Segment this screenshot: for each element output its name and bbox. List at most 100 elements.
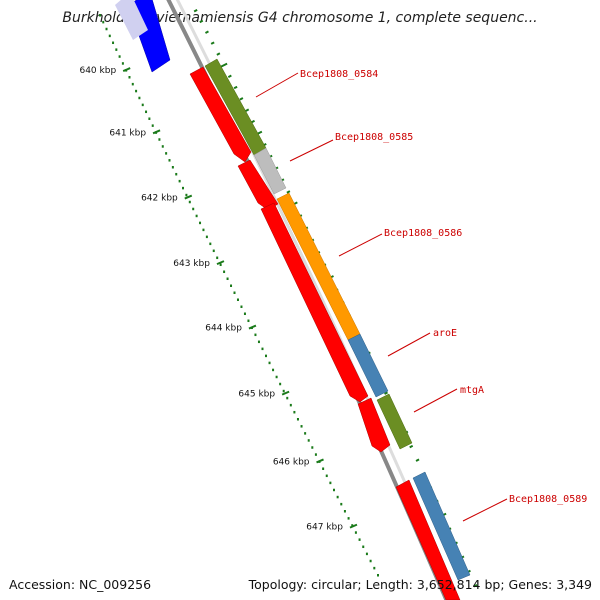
gene-label-mtga[interactable]: mtgA	[460, 385, 484, 396]
gene-label-bcep1808-0589[interactable]: Bcep1808_0589	[509, 494, 587, 505]
ruler-label: 644 kbp	[205, 324, 242, 334]
ruler-minor-tick	[347, 517, 350, 520]
outer-ruler-tick	[473, 583, 478, 588]
label-leader	[289, 139, 334, 162]
ruler-minor-tick	[351, 524, 354, 527]
ruler-minor-tick	[272, 368, 275, 372]
cds-track-inner	[189, 66, 461, 600]
ruler-minor-tick	[343, 510, 346, 513]
cds-arrow[interactable]	[260, 202, 369, 403]
gene-label-bcep1808-0586[interactable]: Bcep1808_0586	[384, 228, 462, 239]
cds-arrow[interactable]	[357, 397, 391, 453]
ruler-minor-tick	[358, 538, 361, 541]
ruler-minor-tick	[185, 193, 188, 197]
outer-ruler-tick	[199, 19, 204, 24]
ruler-minor-tick	[257, 340, 260, 344]
ruler-minor-tick	[158, 138, 161, 141]
ruler-label: 640 kbp	[79, 66, 116, 76]
gene-previous[interactable]	[115, 0, 171, 73]
ruler-major-tick	[184, 194, 193, 200]
gene-bar-mtga[interactable]	[376, 393, 413, 450]
gene-bar-aroe[interactable]	[347, 333, 389, 398]
ruler-minor-tick	[195, 214, 198, 218]
ruler-minor-tick	[148, 117, 151, 120]
ruler-minor-tick	[304, 432, 307, 435]
gene-track-outer	[204, 58, 471, 581]
gene-bar-bcep1808-0589[interactable]	[412, 471, 471, 581]
ruler-minor-tick	[223, 270, 226, 274]
ruler-minor-tick	[230, 284, 233, 288]
ruler-major-tick	[248, 324, 257, 330]
ruler-major-tick	[316, 458, 324, 464]
ruler-minor-tick	[165, 152, 168, 155]
outer-ruler-tick	[233, 85, 238, 90]
ruler-major-tick	[152, 129, 161, 135]
ruler-minor-tick	[254, 333, 257, 337]
gene-labels: Bcep1808_0584 Bcep1808_0585 Bcep1808_058…	[255, 69, 587, 522]
ruler-minor-tick	[188, 200, 191, 204]
gene-bar-bcep1808-0585[interactable]	[253, 147, 287, 195]
ruler-minor-tick	[354, 531, 357, 534]
ruler-minor-tick	[151, 124, 154, 127]
label-leader	[413, 388, 458, 413]
ruler-minor-tick	[168, 159, 171, 162]
outer-ruler-tick	[210, 41, 215, 45]
ruler-minor-tick	[145, 110, 148, 114]
accession-text: Accession: NC_009256	[9, 577, 152, 592]
ruler-minor-tick	[212, 249, 215, 253]
ruler-minor-tick	[377, 574, 379, 577]
ruler-minor-tick	[296, 418, 299, 421]
ruler-minor-tick	[105, 27, 108, 31]
ruler-minor-tick	[131, 82, 134, 86]
ruler-minor-tick	[112, 41, 115, 45]
outer-ruler-tick	[216, 52, 221, 56]
ruler-minor-tick	[182, 186, 185, 190]
cds-arrow[interactable]	[395, 479, 461, 600]
ruler-minor-tick	[205, 235, 208, 239]
ruler-minor-tick	[216, 256, 219, 260]
ruler-minor-tick	[161, 145, 164, 148]
outer-ruler-tick	[409, 444, 414, 449]
ruler-major-tick	[349, 523, 358, 529]
ruler-minor-tick	[115, 48, 118, 51]
gene-label-bcep1808-0585[interactable]: Bcep1808_0585	[335, 132, 413, 143]
ruler-minor-tick	[322, 467, 325, 470]
outer-ruler-tick	[245, 108, 250, 112]
ruler-minor-tick	[300, 425, 303, 428]
ruler-minor-tick	[175, 172, 178, 176]
ruler-label: 645 kbp	[238, 390, 275, 400]
ruler-minor-tick	[209, 242, 212, 246]
ruler-label: 646 kbp	[273, 457, 310, 467]
gene-label-bcep1808-0584[interactable]: Bcep1808_0584	[300, 69, 378, 80]
ruler-minor-tick	[118, 55, 121, 58]
ruler-minor-tick	[362, 545, 365, 549]
ruler-minor-tick	[192, 207, 195, 211]
outer-ruler-tick	[384, 391, 388, 395]
ruler-minor-tick	[226, 277, 229, 281]
ruler-minor-tick	[369, 559, 372, 563]
ruler-minor-ticks	[99, 14, 379, 577]
cds-arrow[interactable]	[189, 66, 252, 163]
outer-ruler-tick	[239, 97, 244, 101]
ruler-minor-tick	[171, 166, 174, 169]
ruler-label: 642 kbp	[141, 194, 178, 204]
ruler-minor-tick	[268, 361, 271, 365]
ruler-minor-tick	[102, 20, 105, 24]
ruler-label: 647 kbp	[306, 523, 343, 533]
ruler-minor-tick	[336, 495, 339, 499]
ruler-minor-tick	[286, 396, 289, 400]
ruler-minor-tick	[178, 179, 181, 183]
ruler-minor-tick	[333, 488, 336, 492]
ruler-minor-tick	[199, 221, 202, 225]
ruler-minor-tick	[243, 312, 246, 316]
ruler-minor-tick	[325, 474, 328, 478]
outer-ruler-tick	[415, 458, 420, 462]
label-leader	[255, 72, 299, 98]
ruler-minor-tick	[373, 566, 376, 570]
ruler-minor-tick	[128, 76, 131, 79]
ruler-minor-tick	[311, 446, 314, 449]
ruler-minor-tick	[282, 389, 285, 393]
ruler-minor-tick	[293, 410, 296, 414]
gene-label-aroe[interactable]: aroE	[433, 328, 457, 339]
ruler-minor-tick	[135, 89, 138, 93]
